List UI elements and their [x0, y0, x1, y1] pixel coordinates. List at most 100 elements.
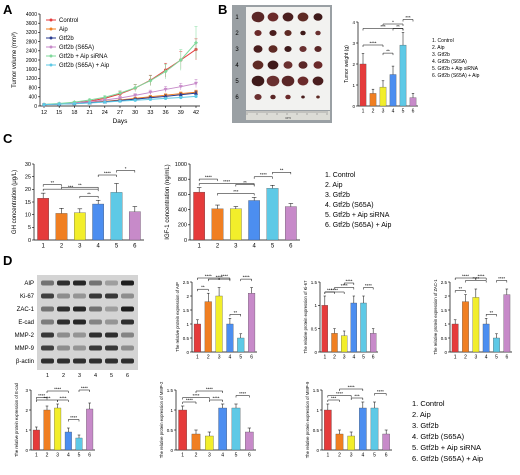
- blot-band: [89, 293, 102, 299]
- bar-6: [248, 293, 256, 353]
- significance-label: **: [280, 168, 284, 173]
- significance-label: ***: [380, 24, 386, 29]
- y-axis-label: The relative protein expression of MMP-2: [159, 381, 164, 458]
- bar-6: [503, 294, 511, 353]
- blot-band: [89, 319, 102, 325]
- y-tick-label: 1.5: [313, 388, 320, 393]
- legend-entry: Gtf2b: [59, 36, 74, 42]
- tumor-sample: [253, 45, 263, 53]
- bar-5: [231, 407, 241, 451]
- tumor-sample: [297, 12, 309, 22]
- data-point: [133, 98, 137, 102]
- panel-label-d: D: [3, 253, 12, 268]
- y-tick-label: 1600: [26, 67, 37, 73]
- legend-entry: 4. Gtf2b (S65A): [325, 202, 374, 209]
- y-axis-label: IGF-1 concentration (ng/mL): [165, 164, 171, 239]
- blot-band: [73, 345, 86, 351]
- bar-1: [359, 63, 367, 107]
- bar-5: [399, 44, 407, 107]
- data-point: [88, 101, 92, 105]
- y-tick-label: 25: [25, 174, 31, 180]
- y-tick-label: 1.5: [311, 280, 318, 285]
- bar-2: [191, 433, 201, 451]
- ruler-ticks: [246, 111, 328, 115]
- y-axis-label: The relative protein expression of AIP: [175, 282, 180, 352]
- y-axis-label: GH concentration (μg/L): [12, 170, 18, 234]
- x-axis-label: Days: [113, 118, 129, 125]
- tumor-sample: [313, 13, 323, 21]
- tumor-sample: [297, 76, 309, 86]
- x-tick-label: 4: [485, 355, 488, 361]
- significance-bracket: [235, 184, 255, 187]
- data-point: [178, 85, 183, 89]
- significance-bracket: [182, 401, 197, 404]
- bar-1: [32, 429, 40, 451]
- legend-entry: 1. Control: [325, 172, 356, 179]
- ruler-text: cm: [285, 115, 291, 120]
- blot-row-label: MMP-9: [15, 346, 35, 352]
- y-tick-label: 4: [352, 20, 355, 25]
- bar-2: [211, 208, 224, 241]
- bar-1: [178, 409, 187, 451]
- bar-2: [462, 301, 469, 353]
- x-tick-label: 1: [197, 244, 201, 250]
- significance-label: **: [490, 310, 494, 315]
- significance-label: ****: [377, 389, 384, 394]
- y-tick-label: 2800: [26, 39, 37, 45]
- significance-bracket: [382, 23, 404, 26]
- y-tick-label: 1: [352, 83, 355, 88]
- bar-1: [321, 305, 328, 353]
- bar-1: [193, 191, 206, 241]
- x-tick-label: 4: [221, 453, 224, 459]
- blot-lane-label: 4: [94, 373, 97, 379]
- significance-bracket: [198, 178, 218, 182]
- significance-bracket: [350, 397, 364, 400]
- x-tick-label: 12: [41, 110, 47, 116]
- bar-4: [359, 407, 367, 451]
- y-tick-label: 1.5: [167, 388, 174, 393]
- data-point: [148, 97, 152, 101]
- blot-band: [121, 293, 134, 299]
- bar-4: [389, 74, 397, 107]
- bar-3: [347, 435, 355, 451]
- y-tick-label: 0: [34, 104, 37, 110]
- legend-entry: 2. Aip: [325, 182, 343, 189]
- significance-bracket: [42, 184, 62, 187]
- significance-label: **: [386, 49, 390, 54]
- blot-band: [121, 319, 134, 325]
- bar-2: [55, 213, 68, 241]
- x-tick-label: 2: [216, 244, 220, 250]
- significance-bracket: [374, 393, 387, 396]
- data-point: [42, 103, 46, 107]
- data-point: [179, 95, 183, 100]
- data-point: [194, 81, 198, 86]
- data-point: [72, 102, 76, 106]
- significance-bracket: [402, 19, 414, 22]
- x-tick-label: 2: [195, 453, 198, 459]
- x-tick-label: 2: [46, 453, 49, 459]
- significance-label: **: [396, 24, 400, 29]
- x-tick-label: 39: [178, 110, 184, 116]
- tumor-sample: [270, 94, 276, 100]
- ki67-expression-bar-chart: 00.511.51 2 3 4 5 6*******************The rel…: [303, 278, 378, 361]
- y-tick-label: 0: [28, 238, 31, 244]
- y-tick-label: 1: [25, 428, 28, 433]
- western-blot: AIP Ki-67 ZAC-1 E-cad MMP-2 MMP-9 β-actin 1 2 3 4…: [15, 275, 138, 379]
- y-tick-label: 2400: [26, 49, 37, 55]
- legend-entry: 4. Gtf2b (S65A): [412, 432, 465, 441]
- photo-row-label: 3: [235, 47, 239, 53]
- blot-band: [89, 332, 102, 338]
- blot-row-label: MMP-2: [15, 333, 35, 339]
- photo-row-label: 5: [235, 79, 239, 85]
- significance-label: ****: [206, 386, 213, 391]
- significance-label: **: [51, 180, 55, 185]
- significance-label: ****: [369, 40, 376, 45]
- bar-6: [409, 97, 417, 107]
- tumor-sample: [301, 95, 305, 99]
- y-axis-label: Tumor weight (g): [344, 45, 350, 83]
- bar-6: [284, 206, 297, 241]
- data-point: [102, 98, 107, 103]
- blot-band: [89, 280, 102, 286]
- x-tick-label: 36: [163, 110, 169, 116]
